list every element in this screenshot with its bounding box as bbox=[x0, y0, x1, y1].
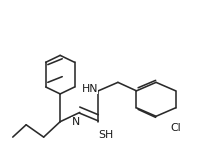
Text: N: N bbox=[71, 117, 80, 127]
Text: HN: HN bbox=[81, 84, 98, 94]
Text: Cl: Cl bbox=[170, 123, 181, 133]
Text: SH: SH bbox=[98, 130, 113, 140]
